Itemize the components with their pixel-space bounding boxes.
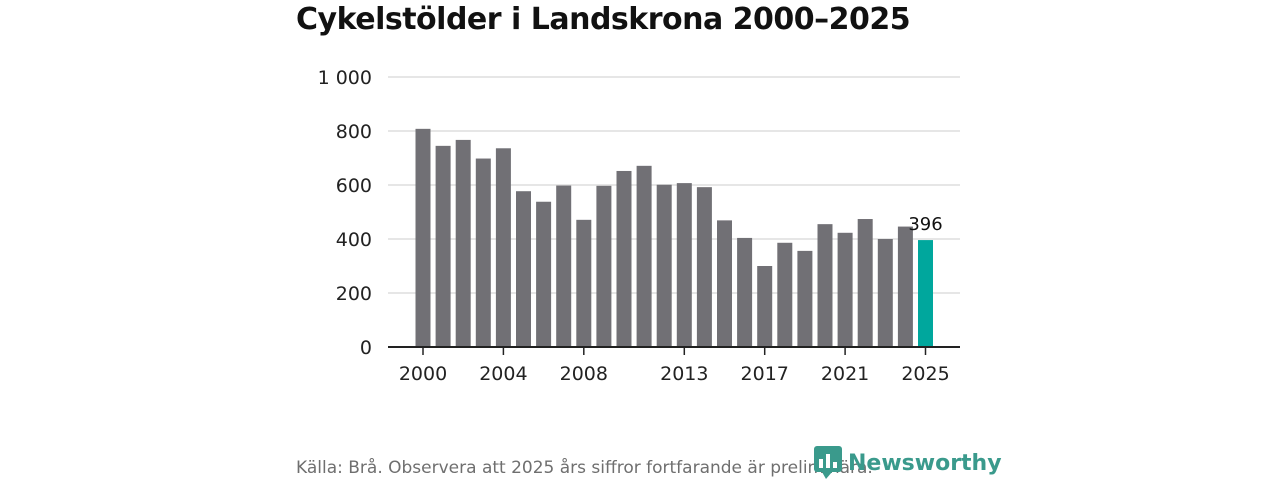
y-axis-ticks: 0 200 400 600 800 1 000 [318, 67, 372, 359]
bars [415, 128, 933, 347]
bar [415, 128, 431, 347]
bar [757, 266, 773, 347]
brand-logo: Newsworthy [814, 446, 1002, 480]
bar [516, 191, 531, 347]
bar [676, 183, 692, 347]
bar [556, 185, 572, 347]
bar [636, 165, 652, 347]
source-note: Källa: Brå. Observera att 2025 års siffr… [296, 458, 873, 478]
bar [536, 201, 552, 347]
x-tick-label: 2013 [660, 363, 708, 385]
x-tick-label: 2017 [741, 363, 789, 385]
chart-title: Cykelstölder i Landskrona 2000–2025 [296, 2, 911, 37]
bar [737, 237, 753, 347]
bar [475, 158, 491, 347]
bar [656, 184, 672, 347]
bar [897, 226, 913, 347]
bar [837, 232, 853, 347]
y-tick-label: 0 [360, 337, 372, 359]
bar [616, 170, 632, 347]
y-tick-label: 200 [336, 283, 372, 305]
data-labels: 396 [908, 214, 942, 235]
bar [857, 219, 873, 347]
newsworthy-logo-icon [814, 446, 842, 479]
brand-name: Newsworthy [848, 450, 1002, 476]
x-tick-label: 2008 [560, 363, 608, 385]
y-tick-label: 800 [336, 121, 372, 143]
bar [717, 220, 732, 347]
y-tick-label: 400 [336, 229, 372, 251]
x-tick-label: 2004 [479, 363, 527, 385]
y-tick-label: 600 [336, 175, 372, 197]
bar [817, 224, 833, 347]
data-label-2025: 396 [908, 214, 942, 235]
x-tick-label: 2021 [821, 363, 869, 385]
bar [435, 145, 451, 347]
bar [495, 148, 511, 347]
x-axis: 2000 2004 2008 2013 2017 2021 2025 [388, 346, 960, 385]
grid-lines [388, 76, 960, 294]
bar [596, 185, 612, 347]
bar [777, 242, 793, 347]
bar-highlight [918, 240, 933, 347]
bar [696, 187, 712, 347]
bar [455, 139, 471, 347]
bar [576, 219, 592, 347]
x-tick-label: 2025 [901, 363, 949, 385]
bar [877, 239, 893, 347]
y-tick-label: 1 000 [318, 67, 372, 89]
bar [797, 250, 813, 347]
x-tick-label: 2000 [399, 363, 447, 385]
